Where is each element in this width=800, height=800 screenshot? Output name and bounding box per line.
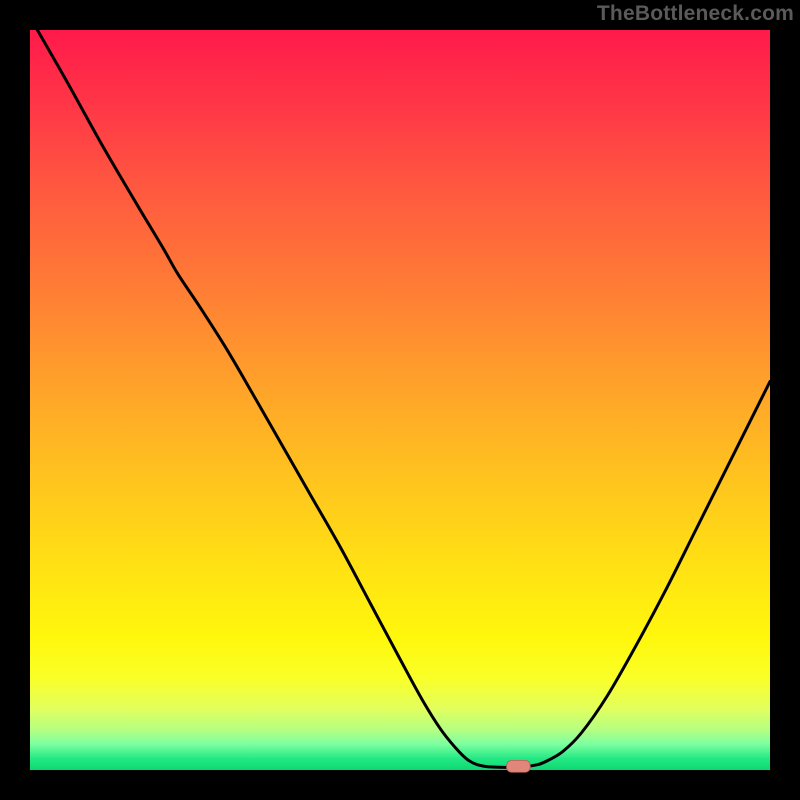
optimum-marker <box>507 760 531 772</box>
watermark: TheBottleneck.com <box>597 2 794 26</box>
bottleneck-chart <box>0 0 800 800</box>
